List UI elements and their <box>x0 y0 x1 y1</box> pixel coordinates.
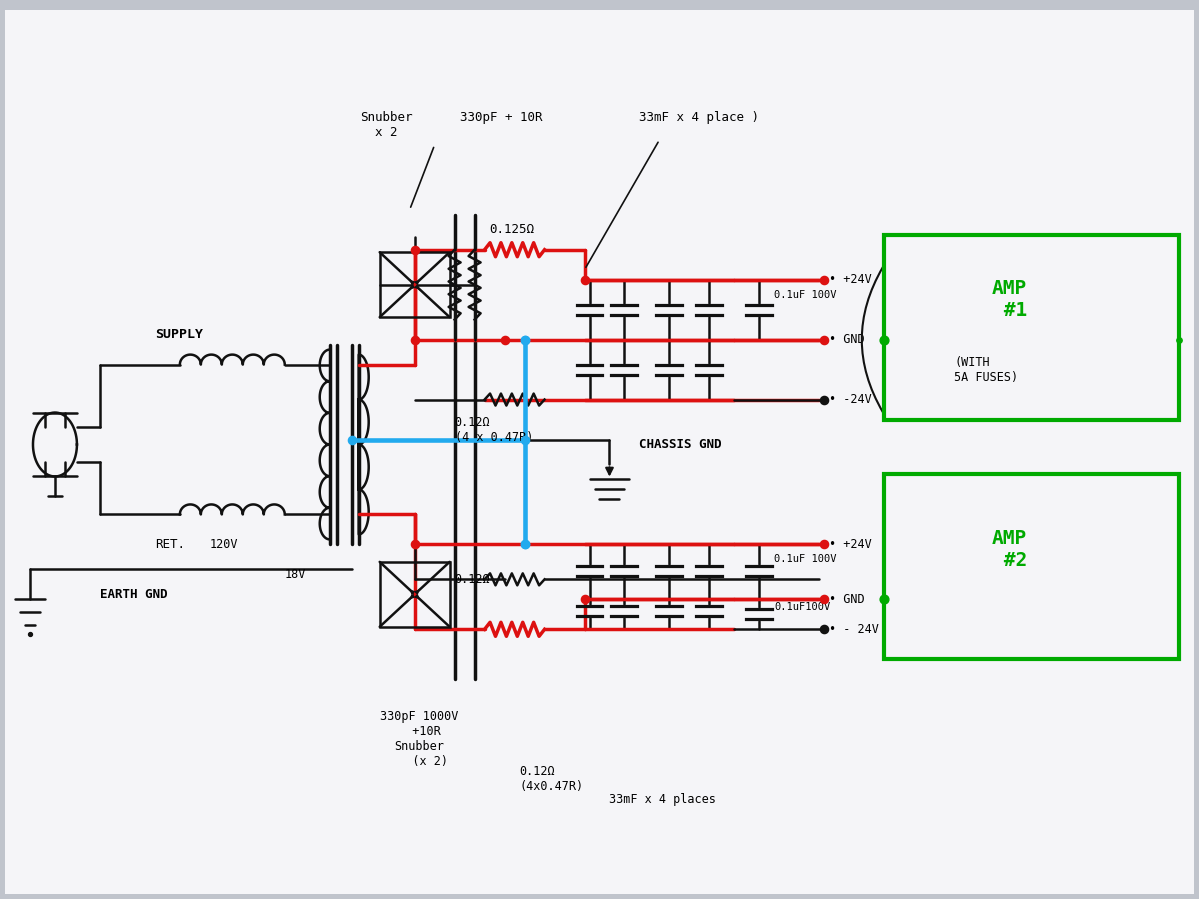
Point <box>814 592 833 607</box>
Point <box>814 272 833 287</box>
Text: AMP
 #1: AMP #1 <box>992 280 1026 320</box>
Point <box>574 272 594 287</box>
Bar <box>380 253 450 317</box>
Text: (WITH
5A FUSES): (WITH 5A FUSES) <box>954 356 1018 384</box>
Text: • +24V: • +24V <box>830 538 872 551</box>
Point <box>814 392 833 406</box>
Bar <box>884 475 1179 659</box>
Text: • +24V: • +24V <box>830 273 872 286</box>
Text: SUPPLY: SUPPLY <box>155 328 203 341</box>
FancyBboxPatch shape <box>5 10 1194 894</box>
Text: AMP
 #2: AMP #2 <box>992 529 1026 570</box>
Bar <box>884 235 1179 420</box>
Text: 0.12Ω
(4x0.47R): 0.12Ω (4x0.47R) <box>519 765 584 793</box>
Point <box>874 333 893 347</box>
Text: 33mF x 4 places: 33mF x 4 places <box>609 793 716 806</box>
Point <box>20 628 40 642</box>
Point <box>814 538 833 552</box>
Text: • GND: • GND <box>830 592 864 606</box>
Point <box>514 538 534 552</box>
Text: • -24V: • -24V <box>830 393 872 406</box>
Text: 330pF + 10R: 330pF + 10R <box>459 111 542 124</box>
Text: RET.: RET. <box>155 538 185 551</box>
Text: CHASSIS GND: CHASSIS GND <box>639 438 722 451</box>
Point <box>514 538 534 552</box>
Text: 33mF x 4 place ): 33mF x 4 place ) <box>639 111 759 124</box>
Text: EARTH GND: EARTH GND <box>100 588 168 601</box>
Text: • GND: • GND <box>830 334 864 346</box>
Point <box>342 432 361 447</box>
Text: 0.12Ω
(4 x 0.47R): 0.12Ω (4 x 0.47R) <box>454 415 534 443</box>
Text: 120V: 120V <box>210 538 239 551</box>
Point <box>495 333 514 347</box>
Point <box>814 333 833 347</box>
Text: 330pF 1000V
  +10R
Snubber
   (x 2): 330pF 1000V +10R Snubber (x 2) <box>380 710 459 768</box>
Text: 0.125Ω: 0.125Ω <box>489 223 535 236</box>
Point <box>1169 333 1188 347</box>
Text: 0.1uF 100V: 0.1uF 100V <box>775 289 837 299</box>
Text: 0.1uF 100V: 0.1uF 100V <box>775 555 837 565</box>
Text: 0.12Ω: 0.12Ω <box>454 573 490 586</box>
Text: • - 24V: • - 24V <box>830 623 879 636</box>
Point <box>574 592 594 607</box>
Point <box>514 432 534 447</box>
Point <box>405 333 424 347</box>
Text: Snubber
  x 2: Snubber x 2 <box>360 111 412 138</box>
Text: 0.1uF100V: 0.1uF100V <box>775 602 831 612</box>
Text: 18V: 18V <box>284 568 306 581</box>
Bar <box>380 562 450 627</box>
Point <box>874 592 893 607</box>
Point <box>814 622 833 636</box>
Point <box>405 243 424 257</box>
Point <box>514 333 534 347</box>
Point <box>405 538 424 552</box>
Point <box>514 333 534 347</box>
